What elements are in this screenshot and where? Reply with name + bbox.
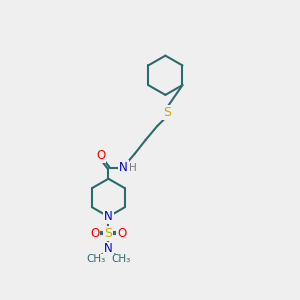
Text: H: H (129, 163, 137, 173)
Text: O: O (96, 149, 105, 162)
Text: N: N (119, 161, 128, 174)
Text: O: O (117, 227, 127, 240)
Text: S: S (163, 106, 171, 119)
Text: CH₃: CH₃ (111, 254, 130, 264)
Text: S: S (104, 227, 112, 240)
Text: N: N (104, 210, 113, 223)
Text: N: N (104, 242, 113, 256)
Text: CH₃: CH₃ (87, 254, 106, 264)
Text: O: O (90, 227, 100, 240)
